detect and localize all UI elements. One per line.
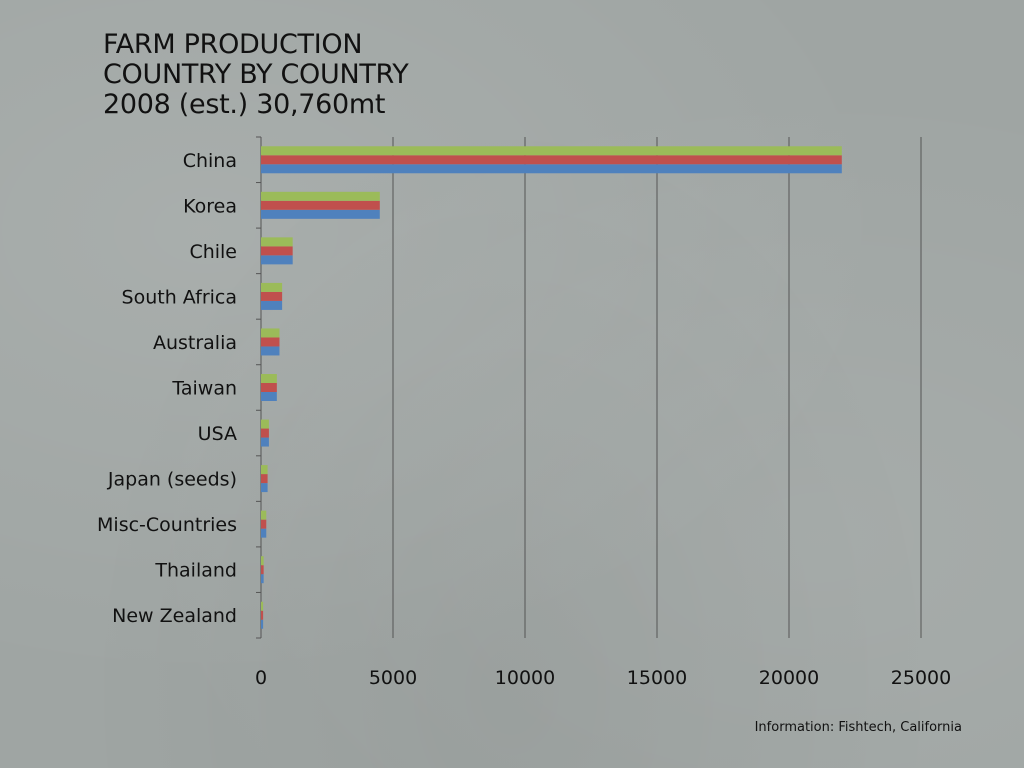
bar	[261, 383, 277, 392]
source-note: Information: Fishtech, California	[754, 720, 962, 735]
title-line-2: COUNTRY BY COUNTRY	[103, 59, 409, 90]
title-line-1: FARM PRODUCTION	[103, 29, 363, 60]
bar	[261, 328, 280, 338]
bar	[261, 556, 264, 566]
bar	[261, 246, 293, 256]
x-tick-label: 0	[255, 667, 267, 689]
x-tick-label: 5000	[369, 667, 417, 689]
category-label: Chile	[189, 241, 237, 263]
bar	[261, 300, 283, 310]
category-label: Japan (seeds)	[107, 469, 237, 491]
bar	[261, 255, 293, 265]
bar	[261, 474, 268, 484]
title-line-3: 2008 (est.) 30,760mt	[103, 89, 386, 120]
x-tick-label: 25000	[891, 667, 951, 689]
bar	[261, 164, 842, 174]
bar	[261, 574, 264, 584]
bar	[261, 565, 264, 575]
bar	[261, 619, 264, 629]
bar	[261, 155, 842, 165]
bar	[261, 291, 283, 301]
bar	[261, 483, 268, 493]
bar	[261, 528, 267, 538]
bar	[261, 510, 267, 520]
bar	[261, 337, 280, 347]
bar	[261, 428, 269, 438]
category-label: USA	[198, 423, 237, 445]
bar	[261, 191, 380, 201]
x-tick-label: 20000	[759, 667, 819, 689]
bar	[261, 346, 280, 356]
bar	[261, 237, 293, 247]
x-tick-label: 10000	[495, 667, 555, 689]
bar	[261, 146, 842, 156]
category-label: Korea	[183, 195, 237, 217]
bar	[261, 419, 269, 429]
bar	[261, 610, 264, 620]
category-label: Taiwan	[171, 378, 237, 400]
bar	[261, 601, 264, 611]
category-label: Australia	[153, 332, 237, 354]
category-label: China	[183, 150, 237, 172]
bar	[261, 392, 277, 401]
chart-title: FARM PRODUCTION COUNTRY BY COUNTRY 2008 …	[103, 29, 409, 120]
category-label: South Africa	[122, 286, 237, 308]
bar	[261, 437, 269, 447]
bar	[261, 282, 283, 292]
bar	[261, 519, 267, 529]
category-label: Thailand	[154, 560, 237, 582]
bar	[261, 465, 268, 475]
category-label: Misc-Countries	[97, 514, 237, 536]
bar	[261, 209, 380, 219]
x-tick-label: 15000	[627, 667, 687, 689]
bar	[261, 200, 380, 210]
bar	[261, 374, 277, 383]
category-label: New Zealand	[112, 605, 237, 627]
